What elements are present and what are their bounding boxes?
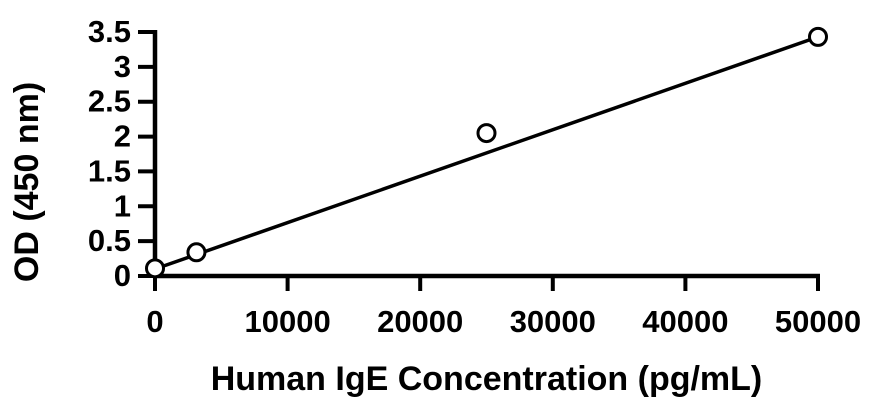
y-tick-label: 3 xyxy=(114,49,131,84)
y-tick-label: 2.5 xyxy=(88,84,131,119)
y-tick-label: 0.5 xyxy=(88,223,131,258)
y-tick-label: 1 xyxy=(114,188,131,223)
x-axis-title: Human IgE Concentration (pg/mL) xyxy=(211,360,763,398)
y-tick-label: 2 xyxy=(114,119,131,154)
y-tick-label: 1.5 xyxy=(88,153,131,188)
x-tick-label: 20000 xyxy=(377,304,463,339)
y-tick-label: 3.5 xyxy=(88,14,131,49)
x-tick-label: 30000 xyxy=(510,304,596,339)
data-point-marker xyxy=(186,242,207,263)
y-axis-title: OD (450 nm) xyxy=(8,82,46,282)
x-tick-label: 0 xyxy=(146,304,163,339)
data-point-marker xyxy=(145,258,165,279)
x-tick-label: 40000 xyxy=(642,304,728,339)
y-tick-label: 0 xyxy=(114,258,131,293)
x-tick-label: 10000 xyxy=(244,304,330,339)
data-point-marker xyxy=(808,26,828,47)
trend-line xyxy=(154,35,819,271)
data-point-marker xyxy=(476,123,497,144)
x-tick-label: 50000 xyxy=(775,304,861,339)
